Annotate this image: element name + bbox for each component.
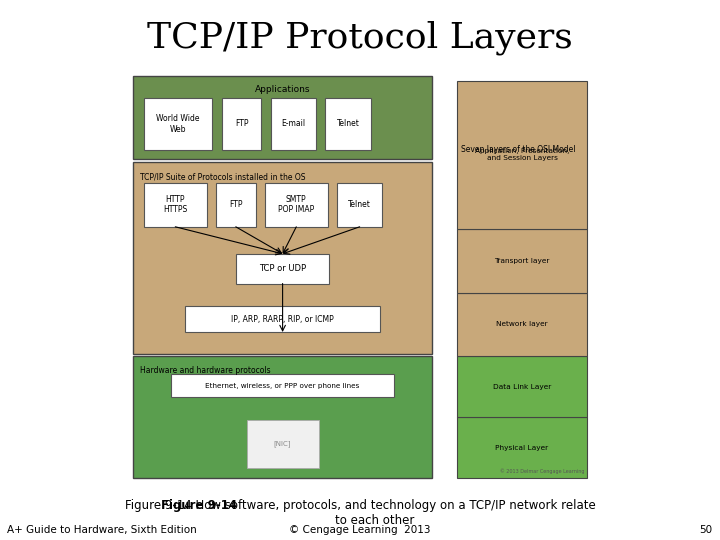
Bar: [265, 183, 328, 227]
Text: © 2013 Delmar Cengage Learning: © 2013 Delmar Cengage Learning: [500, 468, 585, 474]
Bar: [246, 420, 319, 468]
Text: Application, Presentation,
and Session Layers: Application, Presentation, and Session L…: [474, 148, 570, 161]
Text: IP, ARP, RARP, RIP, or ICMP: IP, ARP, RARP, RIP, or ICMP: [231, 315, 334, 323]
Text: Figure 9-14 How software, protocols, and technology on a TCP/IP network relate
 : Figure 9-14 How software, protocols, and…: [125, 500, 595, 528]
Text: [NIC]: [NIC]: [274, 441, 292, 447]
Text: 50: 50: [700, 524, 713, 535]
Text: Transport layer: Transport layer: [495, 258, 549, 264]
Text: Physical Layer: Physical Layer: [495, 444, 549, 450]
Text: Telnet: Telnet: [337, 119, 359, 129]
Text: Seven layers of the OSI Model: Seven layers of the OSI Model: [461, 145, 575, 154]
Bar: [457, 228, 587, 293]
Text: SMTP
POP IMAP: SMTP POP IMAP: [278, 195, 315, 214]
Text: E-mail: E-mail: [282, 119, 305, 129]
Bar: [337, 183, 382, 227]
Text: TCP or UDP: TCP or UDP: [259, 264, 306, 273]
Bar: [457, 81, 587, 228]
Text: HTTP
HTTPS: HTTP HTTPS: [163, 195, 187, 214]
Text: © Cengage Learning  2013: © Cengage Learning 2013: [289, 524, 431, 535]
Text: Data Link Layer: Data Link Layer: [493, 384, 551, 390]
Text: Telnet: Telnet: [348, 200, 371, 209]
Bar: [133, 76, 432, 159]
Bar: [457, 356, 587, 417]
Bar: [133, 162, 432, 354]
Text: Applications: Applications: [255, 85, 310, 94]
Text: TCP/IP Suite of Protocols installed in the OS: TCP/IP Suite of Protocols installed in t…: [140, 173, 306, 182]
Text: A+ Guide to Hardware, Sixth Edition: A+ Guide to Hardware, Sixth Edition: [7, 524, 197, 535]
Bar: [236, 254, 329, 284]
Text: Network layer: Network layer: [496, 321, 548, 327]
Bar: [222, 98, 261, 150]
Text: TCP/IP Protocol Layers: TCP/IP Protocol Layers: [147, 21, 573, 55]
Text: Ethernet, wireless, or PPP over phone lines: Ethernet, wireless, or PPP over phone li…: [205, 382, 360, 389]
Text: Figure 9-14: Figure 9-14: [161, 500, 238, 512]
Bar: [144, 183, 207, 227]
Bar: [271, 98, 316, 150]
Bar: [144, 98, 212, 150]
Bar: [457, 417, 587, 478]
Text: World Wide
Web: World Wide Web: [156, 114, 200, 133]
Bar: [171, 374, 395, 397]
Text: Hardware and hardware protocols: Hardware and hardware protocols: [140, 366, 271, 375]
Text: FTP: FTP: [235, 119, 248, 129]
Text: FTP: FTP: [229, 200, 243, 209]
Bar: [325, 98, 371, 150]
Bar: [216, 183, 256, 227]
Bar: [133, 356, 432, 478]
Bar: [457, 293, 587, 356]
Bar: [185, 306, 380, 332]
